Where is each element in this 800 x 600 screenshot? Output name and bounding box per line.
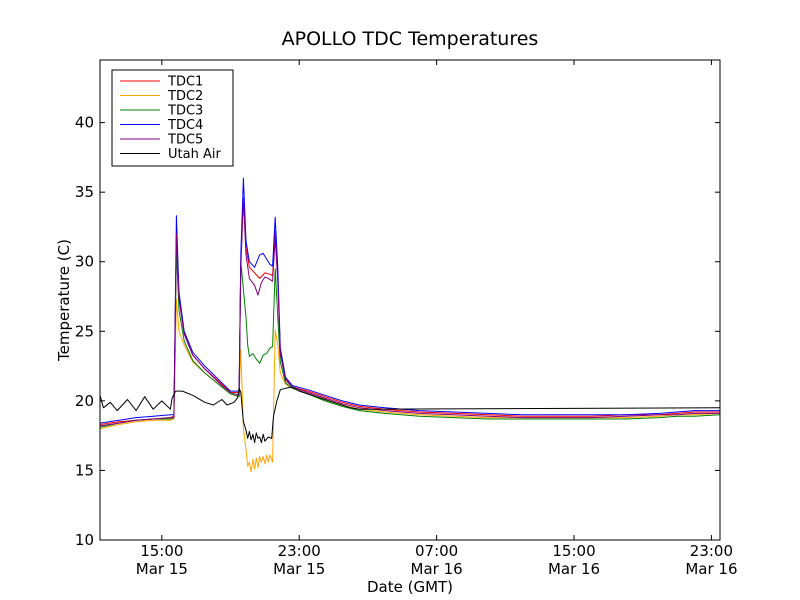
x-tick-label-time: 15:00 <box>140 542 183 560</box>
y-tick-label: 35 <box>75 183 94 201</box>
legend-label-utah-air: Utah Air <box>168 147 221 162</box>
series-line-tdc2 <box>100 298 720 473</box>
y-tick-label: 20 <box>75 392 94 410</box>
y-tick-label: 30 <box>75 253 94 271</box>
x-tick-label-date: Mar 16 <box>411 560 463 578</box>
series-line-tdc5 <box>100 197 720 427</box>
x-tick-label-time: 23:00 <box>690 542 733 560</box>
x-tick-label-date: Mar 16 <box>685 560 737 578</box>
x-tick-label-time: 07:00 <box>415 542 458 560</box>
legend-label-tdc3: TDC3 <box>167 104 203 119</box>
series-group <box>100 177 720 473</box>
legend-label-tdc4: TDC4 <box>167 118 203 133</box>
legend-label-tdc1: TDC1 <box>167 75 203 90</box>
plot-frame <box>99 59 721 541</box>
legend-box <box>111 69 234 167</box>
legend-label-tdc2: TDC2 <box>167 89 203 104</box>
y-tick-label: 10 <box>75 531 94 549</box>
x-tick-label-time: 23:00 <box>278 542 321 560</box>
y-tick-label: 40 <box>75 114 94 132</box>
x-tick-label-time: 15:00 <box>552 542 595 560</box>
series-line-tdc4 <box>100 177 720 424</box>
x-tick-label-date: Mar 15 <box>136 560 188 578</box>
y-tick-label: 15 <box>75 461 94 479</box>
series-line-utah-air <box>100 386 720 444</box>
y-tick-label: 25 <box>75 322 94 340</box>
legend-label-tdc5: TDC5 <box>167 133 203 148</box>
chart-title: APOLLO TDC Temperatures <box>282 28 539 50</box>
y-axis-label: Temperature (C) <box>55 239 73 362</box>
x-tick-label-date: Mar 16 <box>548 560 600 578</box>
x-tick-label-date: Mar 15 <box>273 560 325 578</box>
series-line-tdc3 <box>100 250 720 428</box>
x-axis-label: Date (GMT) <box>367 578 453 596</box>
